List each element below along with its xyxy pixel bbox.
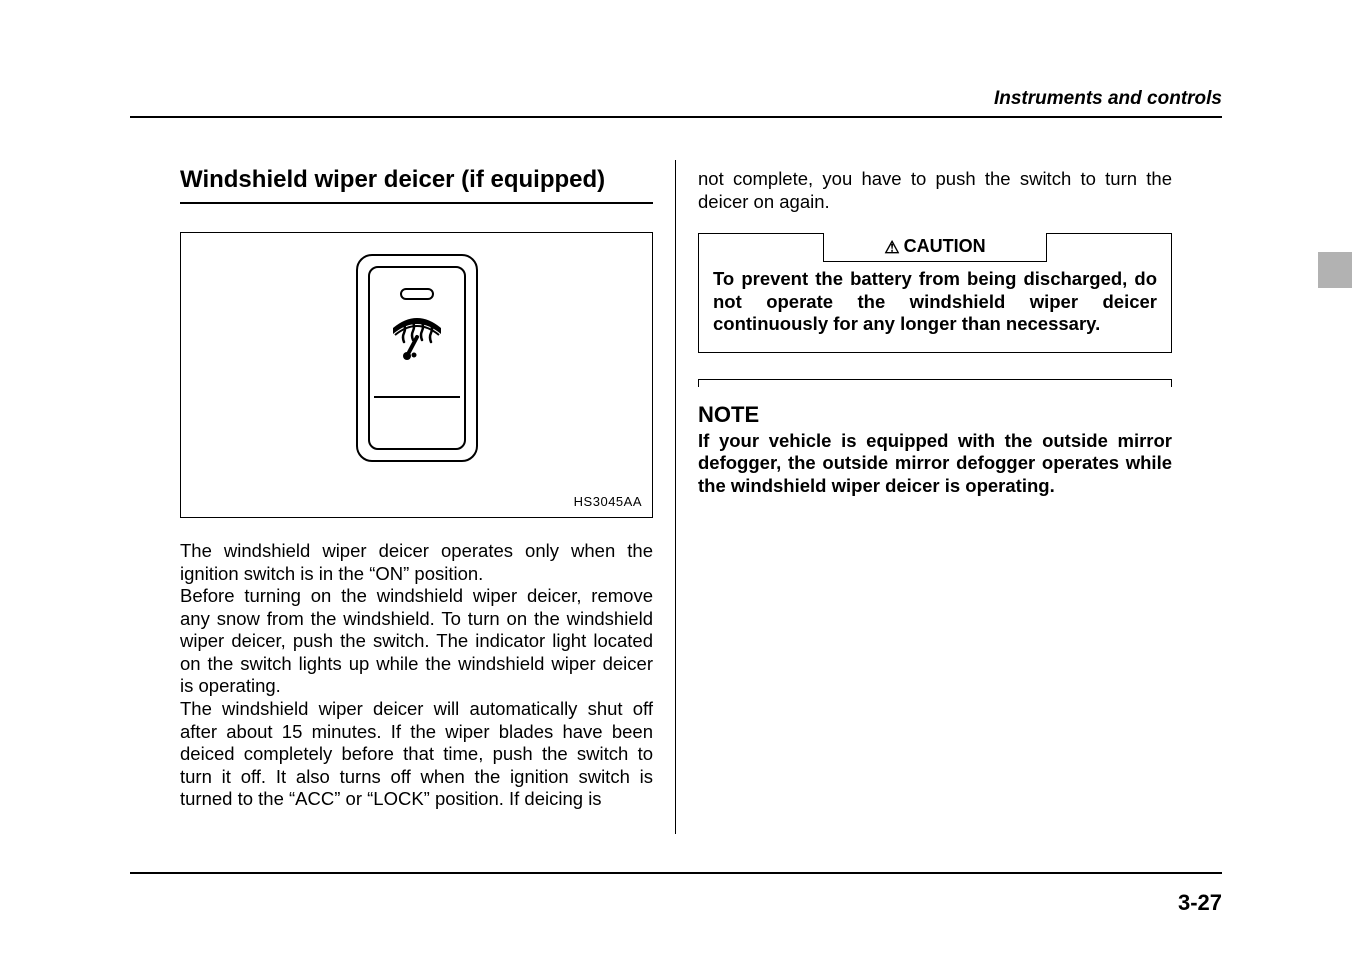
section-title: Windshield wiper deicer (if equipped): [180, 166, 653, 204]
caution-header-wrap: ⚠ CAUTION: [699, 234, 1171, 258]
footer-rule: [130, 872, 1222, 874]
caution-body: To prevent the battery from being discha…: [699, 258, 1171, 352]
body-paragraph-continuation: not complete, you have to push the switc…: [698, 168, 1172, 213]
figure-deicer-switch: HS3045AA: [180, 232, 653, 518]
spacer: [698, 380, 1172, 402]
caution-box: ⚠ CAUTION To prevent the battery from bei…: [698, 233, 1172, 353]
warning-triangle-icon: ⚠: [884, 238, 899, 257]
manual-page: Instruments and controls Windshield wipe…: [0, 0, 1352, 954]
body-paragraph: The windshield wiper deicer operates onl…: [180, 540, 653, 585]
left-column: Windshield wiper deicer (if equipped): [180, 160, 676, 834]
chapter-title: Instruments and controls: [130, 88, 1222, 114]
caution-label: CAUTION: [904, 236, 986, 256]
page-number: 3-27: [1178, 890, 1222, 916]
note-title: NOTE: [698, 402, 1172, 428]
indicator-led-icon: [400, 288, 434, 300]
switch-divider-line: [374, 396, 460, 398]
page-header: Instruments and controls: [130, 88, 1222, 118]
header-rule: [130, 116, 1222, 118]
body-paragraph: The windshield wiper deicer will automat…: [180, 698, 653, 811]
wiper-deicer-icon: [389, 314, 445, 362]
body-paragraph: Before turning on the windshield wiper d…: [180, 585, 653, 698]
right-column: not complete, you have to push the switc…: [676, 160, 1172, 834]
note-body: If your vehicle is equipped with the out…: [698, 430, 1172, 498]
caution-bottom-rule: [698, 379, 1172, 380]
content-columns: Windshield wiper deicer (if equipped): [180, 160, 1172, 834]
section-tab: [1318, 252, 1352, 288]
switch-button-face: [368, 266, 466, 450]
caution-header: ⚠ CAUTION: [823, 233, 1046, 262]
figure-code: HS3045AA: [574, 494, 642, 509]
